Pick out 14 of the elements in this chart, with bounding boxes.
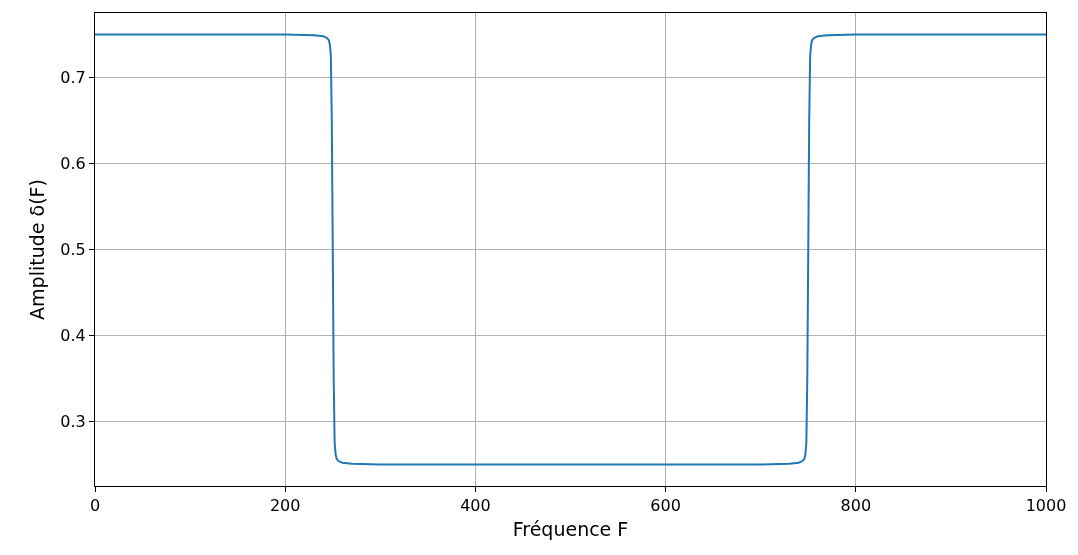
x-tick-label: 1000 [1025, 496, 1067, 516]
y-axis-title: Amplitude δ(F) [26, 179, 49, 320]
y-tick-label: 0.7 [60, 68, 86, 88]
x-tick-label: 0 [89, 496, 101, 516]
y-tick-label: 0.3 [60, 412, 86, 432]
x-tick-label: 800 [840, 496, 872, 516]
y-tick-label: 0.5 [60, 240, 86, 260]
x-tick-label: 400 [460, 496, 491, 516]
y-tick-label: 0.6 [60, 154, 86, 174]
x-tick-label: 200 [269, 496, 301, 516]
x-axis-title: Fréquence F [512, 518, 629, 540]
x-tick-label: 600 [650, 496, 681, 516]
line-series [95, 33, 1046, 466]
y-tick-label: 0.4 [60, 326, 86, 346]
